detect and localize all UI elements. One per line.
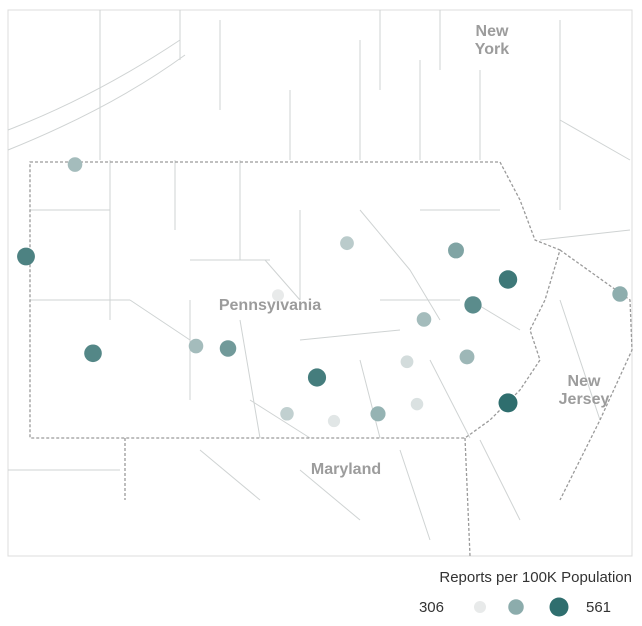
point[interactable]: [400, 355, 414, 369]
point[interactable]: [17, 247, 35, 266]
point[interactable]: [448, 242, 464, 259]
point[interactable]: [327, 414, 341, 428]
point[interactable]: [459, 349, 475, 365]
legend-dot: [474, 601, 486, 613]
legend-dots: [474, 597, 569, 617]
legend-dot: [549, 597, 569, 617]
point[interactable]: [370, 406, 386, 422]
point[interactable]: [340, 236, 354, 251]
point[interactable]: [498, 393, 518, 413]
point[interactable]: [280, 407, 294, 421]
point[interactable]: [612, 286, 628, 302]
point[interactable]: [416, 312, 432, 327]
legend-max: 561: [586, 599, 611, 616]
point[interactable]: [307, 368, 327, 387]
point[interactable]: [272, 289, 284, 302]
region-label: Pennsylvania: [219, 297, 321, 314]
legend-min: 306: [419, 599, 444, 616]
region-label-line: New Jersey: [559, 373, 610, 408]
legend-dot: [508, 599, 524, 615]
point[interactable]: [464, 296, 482, 314]
points: [17, 157, 628, 428]
point[interactable]: [188, 338, 204, 354]
point[interactable]: [410, 397, 424, 411]
geography: [7, 10, 633, 557]
point[interactable]: [67, 157, 83, 172]
legend-title: Reports per 100K Population: [439, 569, 632, 586]
point[interactable]: [219, 340, 237, 357]
region-label: Maryland: [311, 461, 381, 478]
region-label-line: New York: [475, 23, 509, 58]
point[interactable]: [498, 270, 518, 289]
point[interactable]: [84, 344, 102, 363]
